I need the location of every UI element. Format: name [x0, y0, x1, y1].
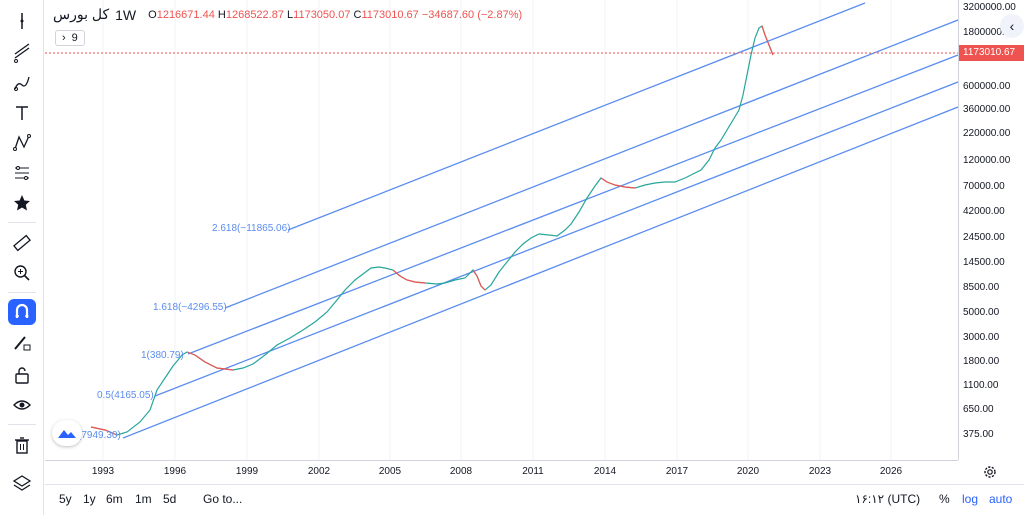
price-tick: 3200000.00	[963, 2, 1016, 13]
price-tick: 24500.00	[963, 232, 1005, 243]
price-tick: 220000.00	[963, 128, 1011, 139]
time-tick: 2008	[449, 466, 473, 477]
magnet-mode-icon[interactable]	[8, 299, 36, 325]
eye-visibility-icon[interactable]	[8, 392, 36, 418]
time-tick: 2014	[593, 466, 617, 477]
timezone-clock[interactable]: ۱۶:۱۲ (UTC)	[855, 492, 921, 506]
range-5d-button[interactable]: 5d	[163, 492, 177, 506]
price-tick: 5000.00	[963, 307, 1000, 318]
zoom-tool-icon[interactable]	[8, 260, 36, 286]
price-axis[interactable]: 3200000.00 1800000.00 600000.00 360000.0…	[958, 0, 1024, 460]
chevron-right-icon: ›	[62, 32, 66, 44]
log-scale-toggle[interactable]: log	[962, 492, 979, 506]
change-value: −34687.60 (−2.87%)	[421, 8, 523, 21]
symbol-name[interactable]: کل بورس	[53, 6, 110, 22]
current-price-tag: 1173010.67	[959, 45, 1024, 61]
price-series	[90, 25, 774, 436]
fib-label-1618: 1.618(−4296.55)	[153, 302, 227, 313]
range-6m-button[interactable]: 6m	[106, 492, 123, 506]
bottom-toolbar: 5y 1y 6m 1m 5d Go to... ۱۶:۱۲ (UTC) % lo…	[45, 484, 1024, 515]
text-tool-icon[interactable]	[8, 100, 36, 126]
price-tick: 1800.00	[963, 356, 1000, 367]
prediction-tool-icon[interactable]	[8, 160, 36, 186]
time-tick: 2002	[307, 466, 331, 477]
time-tick: 2020	[736, 466, 760, 477]
time-tick: 1993	[91, 466, 115, 477]
price-tick: 375.00	[963, 429, 994, 440]
scroll-left-chevron-icon[interactable]: ‹	[1000, 14, 1024, 38]
chart-pane[interactable]: کل بورس 1W O1216671.44 H1268522.87 L1173…	[45, 0, 959, 460]
price-tick: 360000.00	[963, 104, 1011, 115]
time-tick: 1996	[163, 466, 187, 477]
price-tick: 600000.00	[963, 81, 1011, 92]
brush-tool-icon[interactable]	[8, 70, 36, 96]
price-tick: 8500.00	[963, 282, 1000, 293]
price-tick: 3000.00	[963, 332, 1000, 343]
ruler-tool-icon[interactable]	[8, 230, 36, 256]
fib-label-05: 0.5(4165.05)	[97, 390, 154, 401]
price-chart[interactable]	[45, 0, 959, 460]
layers-icon[interactable]	[8, 470, 36, 496]
indicators-toggle[interactable]: › 9	[55, 30, 85, 46]
crosshair-tool-icon[interactable]	[8, 8, 36, 34]
fib-label-0: (7949.30)	[78, 430, 121, 441]
price-tick: 650.00	[963, 404, 994, 415]
time-axis[interactable]: 1993 1996 1999 2002 2005 2008 2011 2014 …	[45, 460, 958, 484]
fib-label-2618: 2.618(−11865.06)	[212, 223, 291, 234]
price-tick: 70000.00	[963, 181, 1005, 192]
indicator-count: 9	[71, 32, 78, 44]
time-tick: 2005	[378, 466, 402, 477]
range-1y-button[interactable]: 1y	[83, 492, 96, 506]
chart-settings-gear-icon[interactable]	[980, 462, 1000, 482]
range-5y-button[interactable]: 5y	[59, 492, 72, 506]
fib-label-1: 1(380.79)	[141, 350, 184, 361]
ohlc-values: O1216671.44 H1268522.87 L1173050.07 C117…	[148, 8, 523, 21]
lock-drawing-pencil-icon[interactable]	[8, 330, 36, 356]
favorites-star-icon[interactable]	[8, 190, 36, 216]
auto-scale-toggle[interactable]: auto	[989, 492, 1013, 506]
price-tick: 1800000.00	[963, 27, 1016, 38]
unlock-icon[interactable]	[8, 362, 36, 388]
time-tick: 2017	[665, 466, 689, 477]
trend-line-tool-icon[interactable]	[8, 40, 36, 66]
trash-icon[interactable]	[8, 432, 36, 458]
time-tick: 2011	[522, 466, 544, 477]
fib-channel[interactable]	[122, 2, 959, 439]
price-tick: 42000.00	[963, 206, 1005, 217]
tradingview-logo-icon[interactable]	[52, 420, 82, 446]
symbol-legend[interactable]: کل بورس 1W O1216671.44 H1268522.87 L1173…	[53, 6, 522, 23]
time-tick: 1999	[235, 466, 259, 477]
timeframe[interactable]: 1W	[115, 6, 137, 23]
pattern-tool-icon[interactable]	[8, 130, 36, 156]
drawing-toolbar	[0, 0, 44, 515]
range-1m-button[interactable]: 1m	[135, 492, 152, 506]
time-tick: 2026	[879, 466, 903, 477]
price-tick: 14500.00	[963, 257, 1005, 268]
price-tick: 120000.00	[963, 155, 1011, 166]
time-tick: 2023	[808, 466, 832, 477]
goto-date-button[interactable]: Go to...	[203, 492, 243, 506]
percent-scale-toggle[interactable]: %	[939, 492, 950, 506]
price-tick: 1100.00	[963, 380, 999, 391]
